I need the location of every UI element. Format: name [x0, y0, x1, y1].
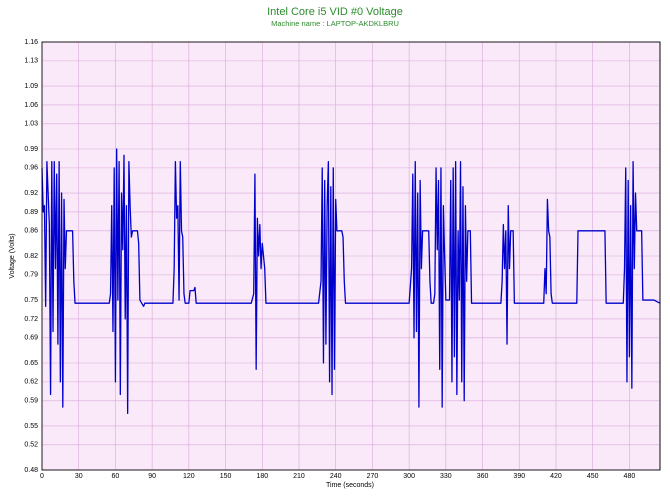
x-tick-label: 210 — [293, 473, 305, 480]
x-tick-label: 150 — [220, 473, 232, 480]
y-tick-label: 1.13 — [24, 58, 38, 65]
x-tick-label: 120 — [183, 473, 195, 480]
data-line — [41, 148, 661, 414]
y-tick-label: 0.86 — [24, 228, 38, 235]
x-tick-label: 60 — [112, 473, 120, 480]
x-tick-label: 330 — [440, 473, 452, 480]
x-tick-label: 30 — [75, 473, 83, 480]
y-tick-label: 0.92 — [24, 190, 38, 197]
y-tick-label: 0.99 — [24, 146, 38, 153]
x-tick-label: 480 — [624, 473, 636, 480]
plot-frame — [41, 41, 661, 471]
x-tick-label: 300 — [403, 473, 415, 480]
y-tick-label: 0.89 — [24, 209, 38, 216]
y-tick-label: 0.65 — [24, 360, 38, 367]
y-tick-label: 1.16 — [24, 39, 38, 46]
y-axis-label: Voltage (Volts) — [9, 233, 16, 278]
chart-title: Intel Core i5 VID #0 Voltage — [267, 6, 403, 18]
y-tick-label: 1.09 — [24, 83, 38, 90]
y-tick-label: 0.62 — [24, 379, 38, 386]
x-tick-label: 0 — [40, 473, 44, 480]
x-tick-label: 420 — [550, 473, 562, 480]
x-tick-label: 450 — [587, 473, 599, 480]
y-tick-label: 0.72 — [24, 316, 38, 323]
y-tick-label: 0.96 — [24, 165, 38, 172]
x-tick-label: 240 — [330, 473, 342, 480]
x-tick-label: 360 — [477, 473, 489, 480]
x-tick-label: 390 — [513, 473, 525, 480]
y-tick-label: 0.79 — [24, 272, 38, 279]
y-tick-label: 0.69 — [24, 335, 38, 342]
y-tick-label: 0.82 — [24, 253, 38, 260]
x-axis-label: Time (seconds) — [326, 482, 374, 489]
y-tick-label: 0.52 — [24, 442, 38, 449]
x-tick-label: 270 — [367, 473, 379, 480]
x-tick-label: 180 — [256, 473, 268, 480]
x-tick-label: 90 — [148, 473, 156, 480]
y-tick-label: 0.75 — [24, 297, 38, 304]
y-tick-label: 0.48 — [24, 467, 38, 474]
y-tick-label: 1.03 — [24, 121, 38, 128]
y-tick-label: 1.06 — [24, 102, 38, 109]
y-tick-label: 0.59 — [24, 398, 38, 405]
chart-subtitle: Machine name : LAPTOP-AKDKLBRU — [271, 19, 399, 28]
y-tick-label: 0.55 — [24, 423, 38, 430]
